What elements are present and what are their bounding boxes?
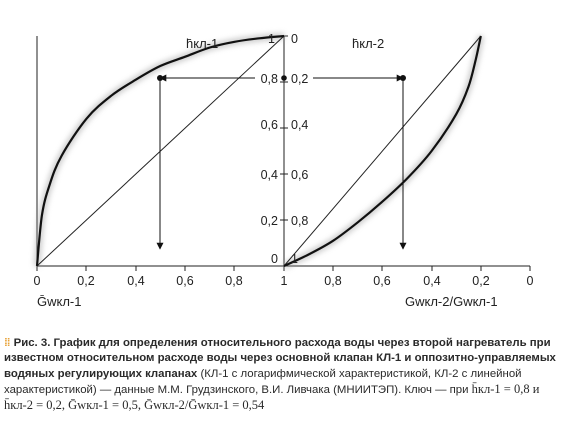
key-lines [156, 74, 407, 250]
x-tick-left-0.6: 0,6 [176, 274, 193, 288]
diagonal-right [283, 35, 482, 267]
y-tick-right-0: 0 [291, 32, 298, 46]
axes [36, 36, 530, 267]
caption-normal-text: (КЛ-1 с логарифмической характеристикой,… [4, 367, 522, 396]
y-ticks-left: 1 0,8 0,6 0,4 0,2 0 [261, 32, 278, 266]
y-tick-right-0.4: 0,4 [291, 118, 308, 132]
curve-kl1 [35, 34, 285, 267]
x-tick-center-1: 1 [281, 274, 288, 288]
x-tick-right-0.6: 0,6 [373, 274, 390, 288]
diagram: 1 0,8 0,6 0,4 0,2 0 0 0,2 0,4 0,6 0,8 1 … [34, 32, 534, 309]
y-tick-right-0.2: 0,2 [291, 72, 308, 86]
curve-kl2 [283, 35, 482, 267]
x-tick-left-0.2: 0,2 [77, 274, 94, 288]
curve-shadows [34, 33, 484, 269]
x-tick-left-0.4: 0,4 [127, 274, 144, 288]
marker-center [281, 75, 287, 81]
marker-kl1 [157, 75, 163, 81]
x-tick-right-0: 0 [527, 274, 534, 288]
y-tick-left-0.6: 0,6 [261, 118, 278, 132]
y-tick-left-0.8: 0,8 [261, 72, 278, 86]
x-axis-title-right: Gwкл-2/Gwкл-1 [405, 294, 498, 309]
y-tick-left-1: 1 [268, 32, 275, 46]
caption-key-values: h̄кл-1 = 0,8 и h̄кл-2 = 0,2, Ḡwкл-1 = 0,… [4, 381, 540, 413]
y-tick-left-0: 0 [271, 252, 278, 266]
y-tick-left-0.2: 0,2 [261, 214, 278, 228]
y-tick-right-0.8: 0,8 [291, 214, 308, 228]
y-ticks-right: 0 0,2 0,4 0,6 0,8 1 [291, 32, 308, 266]
x-ticks-right: 0,8 0,6 0,4 0,2 0 [324, 274, 533, 288]
x-tick-right-0.8: 0,8 [324, 274, 341, 288]
y-tick-left-0.4: 0,4 [261, 168, 278, 182]
x-tick-right-0.2: 0,2 [472, 274, 489, 288]
caption-bold-text: График для определения относительного ра… [4, 337, 556, 380]
marker-kl2 [400, 75, 406, 81]
curve-label-kl2: h̄кл-2 [352, 36, 384, 51]
figure-caption: ⁞⁞ Рис. 3. График для определения относит… [4, 336, 562, 414]
y-tick-right-1: 1 [291, 252, 298, 266]
x-tick-left-0.8: 0,8 [225, 274, 242, 288]
caption-fig-label: Рис. 3. [13, 337, 51, 349]
y-tick-right-0.6: 0,6 [291, 168, 308, 182]
x-ticks-left: 0 0,2 0,4 0,6 0,8 1 [34, 274, 288, 288]
x-tick-right-0.4: 0,4 [423, 274, 440, 288]
tick-marks [36, 35, 531, 271]
x-tick-left-0: 0 [34, 274, 41, 288]
x-axis-title-left: Ḡwкл-1 [37, 294, 81, 309]
caption-bullet-icon: ⁞⁞ [4, 337, 11, 349]
curve-label-kl1: h̄кл-1 [186, 36, 218, 51]
